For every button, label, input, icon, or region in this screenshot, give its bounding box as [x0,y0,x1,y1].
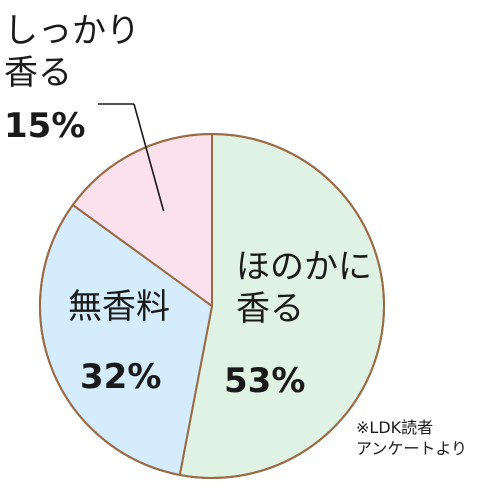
callout-line-slice-3 [133,103,165,212]
slice-3-percent-label: 15% [4,106,85,146]
pie-outline [39,133,385,479]
slice-1-label-line-2: 香る [236,289,304,329]
slice-1-label-line-1: ほのかに [236,247,372,287]
slice-2-percent-label: 32% [80,357,161,397]
slice-3-label-line-1: しっかり [4,11,140,51]
source-note-line-1: ※LDK読者 [356,418,434,437]
slice-2-label: 無香料 [68,287,170,327]
slice-3-label-line-2: 香る [4,53,72,93]
slice-1-percent-label: 53% [224,361,305,401]
pie-slices [39,133,386,479]
source-note: ※LDK読者 アンケートより [356,417,467,459]
source-note-line-2: アンケートより [356,439,468,458]
